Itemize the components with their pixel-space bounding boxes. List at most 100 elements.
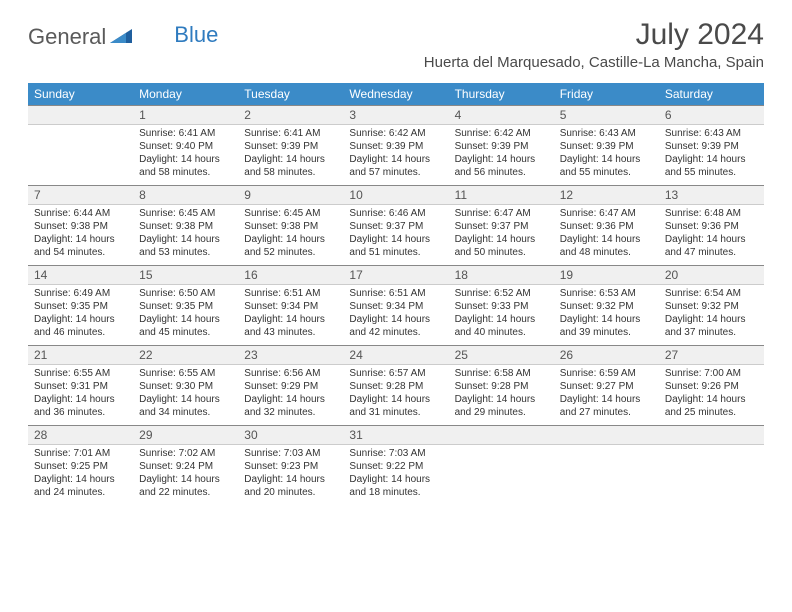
day-cell-body: Sunrise: 6:55 AMSunset: 9:30 PMDaylight:… <box>133 365 238 425</box>
day-cell-body: Sunrise: 7:00 AMSunset: 9:26 PMDaylight:… <box>659 365 764 425</box>
day-info-line: Daylight: 14 hours <box>455 313 548 326</box>
day-info-line: Daylight: 14 hours <box>349 393 442 406</box>
day-info-line: and 50 minutes. <box>455 246 548 259</box>
day-info-line: Daylight: 14 hours <box>244 473 337 486</box>
day-info-line: Daylight: 14 hours <box>560 233 653 246</box>
day-number: 23 <box>238 346 343 364</box>
day-info-line: Sunset: 9:35 PM <box>34 300 127 313</box>
day-number <box>554 426 659 444</box>
day-info-line: Sunset: 9:26 PM <box>665 380 758 393</box>
week-body-row: Sunrise: 6:44 AM Sunset: 9:38 PM Daylight:… <box>28 205 764 265</box>
day-info-line: Sunset: 9:32 PM <box>665 300 758 313</box>
day-info-line: Daylight: 14 hours <box>665 313 758 326</box>
weekday-header-cell: Saturday <box>659 83 764 105</box>
day-info-line: Daylight: 14 hours <box>560 393 653 406</box>
day-number: 6 <box>659 106 764 124</box>
day-info-line: and 39 minutes. <box>560 326 653 339</box>
day-cell: Sunrise: 6:50 AMSunset: 9:35 PMDaylight:… <box>133 285 238 345</box>
day-cell-body: Sunrise: 7:01 AMSunset: 9:25 PMDaylight:… <box>28 445 133 505</box>
day-info-line: Daylight: 14 hours <box>244 153 337 166</box>
day-info-line: Sunrise: 6:43 AM <box>560 127 653 140</box>
day-info-line: and 32 minutes. <box>244 406 337 419</box>
day-cell-body: Sunrise: 6:49 AMSunset: 9:35 PMDaylight:… <box>28 285 133 345</box>
day-info-line: Daylight: 14 hours <box>244 393 337 406</box>
day-info-line: and 20 minutes. <box>244 486 337 499</box>
day-info-line: and 45 minutes. <box>139 326 232 339</box>
day-cell-body <box>28 125 133 181</box>
day-info-line: Sunset: 9:29 PM <box>244 380 337 393</box>
day-number: 26 <box>554 346 659 364</box>
day-cell: Sunrise: 6:58 AMSunset: 9:28 PMDaylight:… <box>449 365 554 425</box>
day-cell-body: Sunrise: 6:45 AMSunset: 9:38 PMDaylight:… <box>133 205 238 265</box>
day-number: 15 <box>133 266 238 284</box>
day-info-line: and 42 minutes. <box>349 326 442 339</box>
day-cell-body <box>554 445 659 501</box>
daynum-row: 21222324252627 <box>28 345 764 365</box>
day-info-line: and 29 minutes. <box>455 406 548 419</box>
day-number: 20 <box>659 266 764 284</box>
day-cell: Sunrise: 6:41 AMSunset: 9:39 PMDaylight:… <box>238 125 343 185</box>
day-number: 22 <box>133 346 238 364</box>
day-info-line: and 57 minutes. <box>349 166 442 179</box>
day-number: 17 <box>343 266 448 284</box>
day-number: 18 <box>449 266 554 284</box>
day-number: 29 <box>133 426 238 444</box>
day-cell-body: Sunrise: 6:43 AMSunset: 9:39 PMDaylight:… <box>554 125 659 185</box>
day-info-line: Sunset: 9:27 PM <box>560 380 653 393</box>
day-info-line: Sunset: 9:40 PM <box>139 140 232 153</box>
brand-word2: Blue <box>174 22 218 48</box>
day-cell: Sunrise: 7:01 AMSunset: 9:25 PMDaylight:… <box>28 445 133 505</box>
day-cell-body: Sunrise: 6:56 AMSunset: 9:29 PMDaylight:… <box>238 365 343 425</box>
day-info-line: Daylight: 14 hours <box>139 473 232 486</box>
day-number: 7 <box>28 186 133 204</box>
week-body-row: Sunrise: 6:41 AMSunset: 9:40 PMDaylight:… <box>28 125 764 185</box>
day-info-line: Daylight: 14 hours <box>34 313 127 326</box>
weekday-header-cell: Thursday <box>449 83 554 105</box>
day-info-line: Sunset: 9:32 PM <box>560 300 653 313</box>
day-info-line: and 40 minutes. <box>455 326 548 339</box>
day-info-line: Sunset: 9:37 PM <box>455 220 548 233</box>
day-info-line: and 51 minutes. <box>349 246 442 259</box>
day-info-line: Sunrise: 6:44 AM <box>34 207 127 220</box>
day-info-line: Sunrise: 6:51 AM <box>349 287 442 300</box>
day-info-line: and 47 minutes. <box>665 246 758 259</box>
day-cell-body: Sunrise: 7:02 AMSunset: 9:24 PMDaylight:… <box>133 445 238 505</box>
day-cell-body: Sunrise: 6:51 AMSunset: 9:34 PMDaylight:… <box>238 285 343 345</box>
day-info-line: and 43 minutes. <box>244 326 337 339</box>
day-cell-body: Sunrise: 6:55 AMSunset: 9:31 PMDaylight:… <box>28 365 133 425</box>
day-info-line: Sunrise: 6:49 AM <box>34 287 127 300</box>
calendar-grid: SundayMondayTuesdayWednesdayThursdayFrid… <box>28 83 764 505</box>
day-cell: Sunrise: 6:59 AMSunset: 9:27 PMDaylight:… <box>554 365 659 425</box>
day-cell: Sunrise: 7:00 AMSunset: 9:26 PMDaylight:… <box>659 365 764 425</box>
day-cell <box>449 445 554 505</box>
day-cell: Sunrise: 6:52 AMSunset: 9:33 PMDaylight:… <box>449 285 554 345</box>
weekday-header-cell: Friday <box>554 83 659 105</box>
day-cell-body: Sunrise: 6:47 AMSunset: 9:36 PMDaylight:… <box>554 205 659 265</box>
day-cell: Sunrise: 6:47 AMSunset: 9:36 PMDaylight:… <box>554 205 659 265</box>
day-number: 9 <box>238 186 343 204</box>
day-number: 12 <box>554 186 659 204</box>
daynum-row: 78910111213 <box>28 185 764 205</box>
day-cell: Sunrise: 7:03 AMSunset: 9:22 PMDaylight:… <box>343 445 448 505</box>
day-cell-body: Sunrise: 6:59 AMSunset: 9:27 PMDaylight:… <box>554 365 659 425</box>
day-cell-body: Sunrise: 6:48 AMSunset: 9:36 PMDaylight:… <box>659 205 764 265</box>
day-number: 21 <box>28 346 133 364</box>
weekday-header-cell: Monday <box>133 83 238 105</box>
day-info-line: Daylight: 14 hours <box>349 473 442 486</box>
day-cell-body: Sunrise: 6:50 AMSunset: 9:35 PMDaylight:… <box>133 285 238 345</box>
day-number: 10 <box>343 186 448 204</box>
day-info-line: Sunrise: 6:42 AM <box>349 127 442 140</box>
day-info-line: Sunrise: 6:58 AM <box>455 367 548 380</box>
day-number: 11 <box>449 186 554 204</box>
day-info-line: Daylight: 14 hours <box>34 233 127 246</box>
day-cell: Sunrise: 6:45 AMSunset: 9:38 PMDaylight:… <box>133 205 238 265</box>
week-body-row: Sunrise: 6:55 AMSunset: 9:31 PMDaylight:… <box>28 365 764 425</box>
day-info-line: Daylight: 14 hours <box>139 233 232 246</box>
page-header: General Blue July 2024 Huerta del Marque… <box>0 0 792 75</box>
day-info-line: Sunrise: 7:03 AM <box>349 447 442 460</box>
day-info-line: Sunset: 9:34 PM <box>349 300 442 313</box>
day-info-line: Sunset: 9:30 PM <box>139 380 232 393</box>
daynum-row: 123456 <box>28 105 764 125</box>
day-info-line: Sunset: 9:38 PM <box>244 220 337 233</box>
day-cell: Sunrise: 6:55 AMSunset: 9:31 PMDaylight:… <box>28 365 133 425</box>
